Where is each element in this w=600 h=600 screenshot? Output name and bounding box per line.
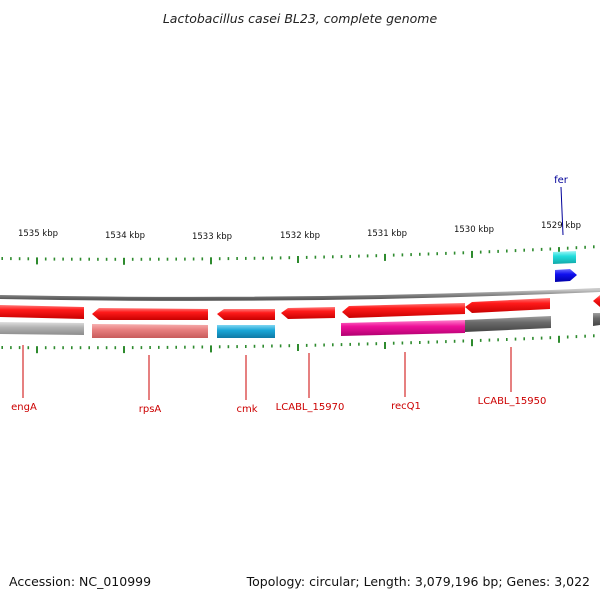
gene-label-recQ1: recQ1 <box>391 401 421 412</box>
gene-cmk-arrow <box>217 309 275 320</box>
tick-marks <box>1 245 595 265</box>
tick-label-1530: 1530 kbp <box>454 225 494 235</box>
gene-label-LCABL_15950: LCABL_15950 <box>478 396 547 407</box>
tick-label-1535: 1535 kbp <box>18 229 58 239</box>
gene-labels: engA rpsA cmk LCABL_15970 recQ1 LCABL_15… <box>11 175 569 415</box>
map-title: Lactobacillus casei BL23, complete genom… <box>163 11 438 26</box>
gene-edge-cog-band <box>593 313 600 326</box>
gene-rpsA-arrow <box>92 308 208 320</box>
gene-fer-cog-band <box>553 251 576 264</box>
gene-label-engA: engA <box>11 402 37 413</box>
gene-recQ1-arrow <box>342 303 465 318</box>
gene-label-fer: fer <box>554 175 569 186</box>
gene-LCABL_15950-arrow <box>465 298 550 313</box>
gene-recQ1-cog-band <box>341 320 465 336</box>
genome-summary-text: Topology: circular; Length: 3,079,196 bp… <box>246 574 590 589</box>
gene-label-cmk: cmk <box>236 404 257 415</box>
gene-LCABL_15950-cog-band <box>465 316 551 332</box>
gene-rpsA-cog-band <box>92 324 208 338</box>
gene-fer-arrow <box>555 269 577 282</box>
reverse-strand-features <box>0 295 600 338</box>
tick-labels: 1535 kbp 1534 kbp 1533 kbp 1532 kbp 1531… <box>18 221 581 242</box>
gene-engA-cog-band <box>0 322 84 335</box>
gene-edge-arrow <box>593 295 600 307</box>
genome-backbone <box>0 288 600 301</box>
gene-cmk-cog-band <box>217 325 275 338</box>
tick-label-1531: 1531 kbp <box>367 229 407 239</box>
tick-label-1534: 1534 kbp <box>105 231 145 241</box>
inner-tick-marks <box>1 334 595 354</box>
gene-label-rpsA: rpsA <box>139 404 162 415</box>
label-leader-lines <box>22 186 564 400</box>
leader-fer <box>560 186 564 236</box>
tick-label-1532: 1532 kbp <box>280 231 320 241</box>
tick-label-1529: 1529 kbp <box>541 221 581 231</box>
accession-text: Accession: NC_010999 <box>9 574 152 589</box>
gene-engA-arrow <box>0 305 84 319</box>
gene-label-LCABL_15970: LCABL_15970 <box>276 402 345 413</box>
forward-strand-features <box>553 251 577 282</box>
tick-label-1533: 1533 kbp <box>192 232 232 242</box>
gene-LCABL_15970-arrow <box>281 307 335 319</box>
